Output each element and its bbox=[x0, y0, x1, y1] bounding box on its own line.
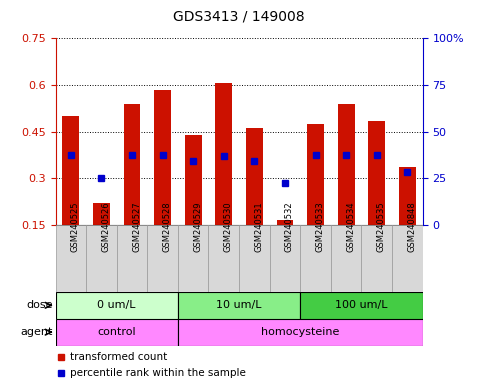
Bar bbox=[361, 225, 392, 292]
Bar bbox=[178, 292, 300, 319]
Text: GSM240532: GSM240532 bbox=[285, 201, 294, 252]
Text: dose: dose bbox=[27, 300, 53, 310]
Bar bbox=[300, 292, 423, 319]
Text: GSM240525: GSM240525 bbox=[71, 201, 80, 252]
Text: GSM240530: GSM240530 bbox=[224, 201, 233, 252]
Bar bbox=[86, 225, 117, 292]
Bar bbox=[56, 292, 178, 319]
Bar bbox=[117, 225, 147, 292]
Text: 10 um/L: 10 um/L bbox=[216, 300, 262, 310]
Bar bbox=[124, 104, 141, 225]
Text: GSM240528: GSM240528 bbox=[163, 201, 171, 252]
Text: 0 um/L: 0 um/L bbox=[98, 300, 136, 310]
Bar bbox=[178, 319, 423, 346]
Bar bbox=[307, 124, 324, 225]
Bar bbox=[147, 225, 178, 292]
Text: control: control bbox=[98, 327, 136, 337]
Bar bbox=[93, 203, 110, 225]
Text: GSM240527: GSM240527 bbox=[132, 201, 141, 252]
Text: GSM240848: GSM240848 bbox=[407, 201, 416, 252]
Text: GSM240526: GSM240526 bbox=[101, 201, 111, 252]
Text: homocysteine: homocysteine bbox=[261, 327, 340, 337]
Bar bbox=[369, 121, 385, 225]
Bar bbox=[185, 135, 201, 225]
Text: agent: agent bbox=[21, 327, 53, 337]
Text: GSM240535: GSM240535 bbox=[377, 201, 386, 252]
Bar bbox=[277, 220, 293, 225]
Bar bbox=[56, 319, 178, 346]
Bar bbox=[209, 225, 239, 292]
Text: GDS3413 / 149008: GDS3413 / 149008 bbox=[173, 9, 305, 23]
Bar bbox=[300, 225, 331, 292]
Text: transformed count: transformed count bbox=[70, 352, 168, 362]
Bar bbox=[331, 225, 361, 292]
Text: 100 um/L: 100 um/L bbox=[335, 300, 388, 310]
Bar bbox=[178, 225, 209, 292]
Bar bbox=[338, 104, 355, 225]
Text: GSM240533: GSM240533 bbox=[315, 201, 325, 252]
Bar bbox=[270, 225, 300, 292]
Text: GSM240531: GSM240531 bbox=[255, 201, 263, 252]
Bar bbox=[154, 89, 171, 225]
Bar bbox=[56, 225, 86, 292]
Text: GSM240529: GSM240529 bbox=[193, 201, 202, 252]
Bar bbox=[246, 128, 263, 225]
Bar bbox=[239, 225, 270, 292]
Text: percentile rank within the sample: percentile rank within the sample bbox=[70, 368, 246, 378]
Bar bbox=[215, 83, 232, 225]
Bar bbox=[62, 116, 79, 225]
Bar bbox=[392, 225, 423, 292]
Bar bbox=[399, 167, 416, 225]
Text: GSM240534: GSM240534 bbox=[346, 201, 355, 252]
